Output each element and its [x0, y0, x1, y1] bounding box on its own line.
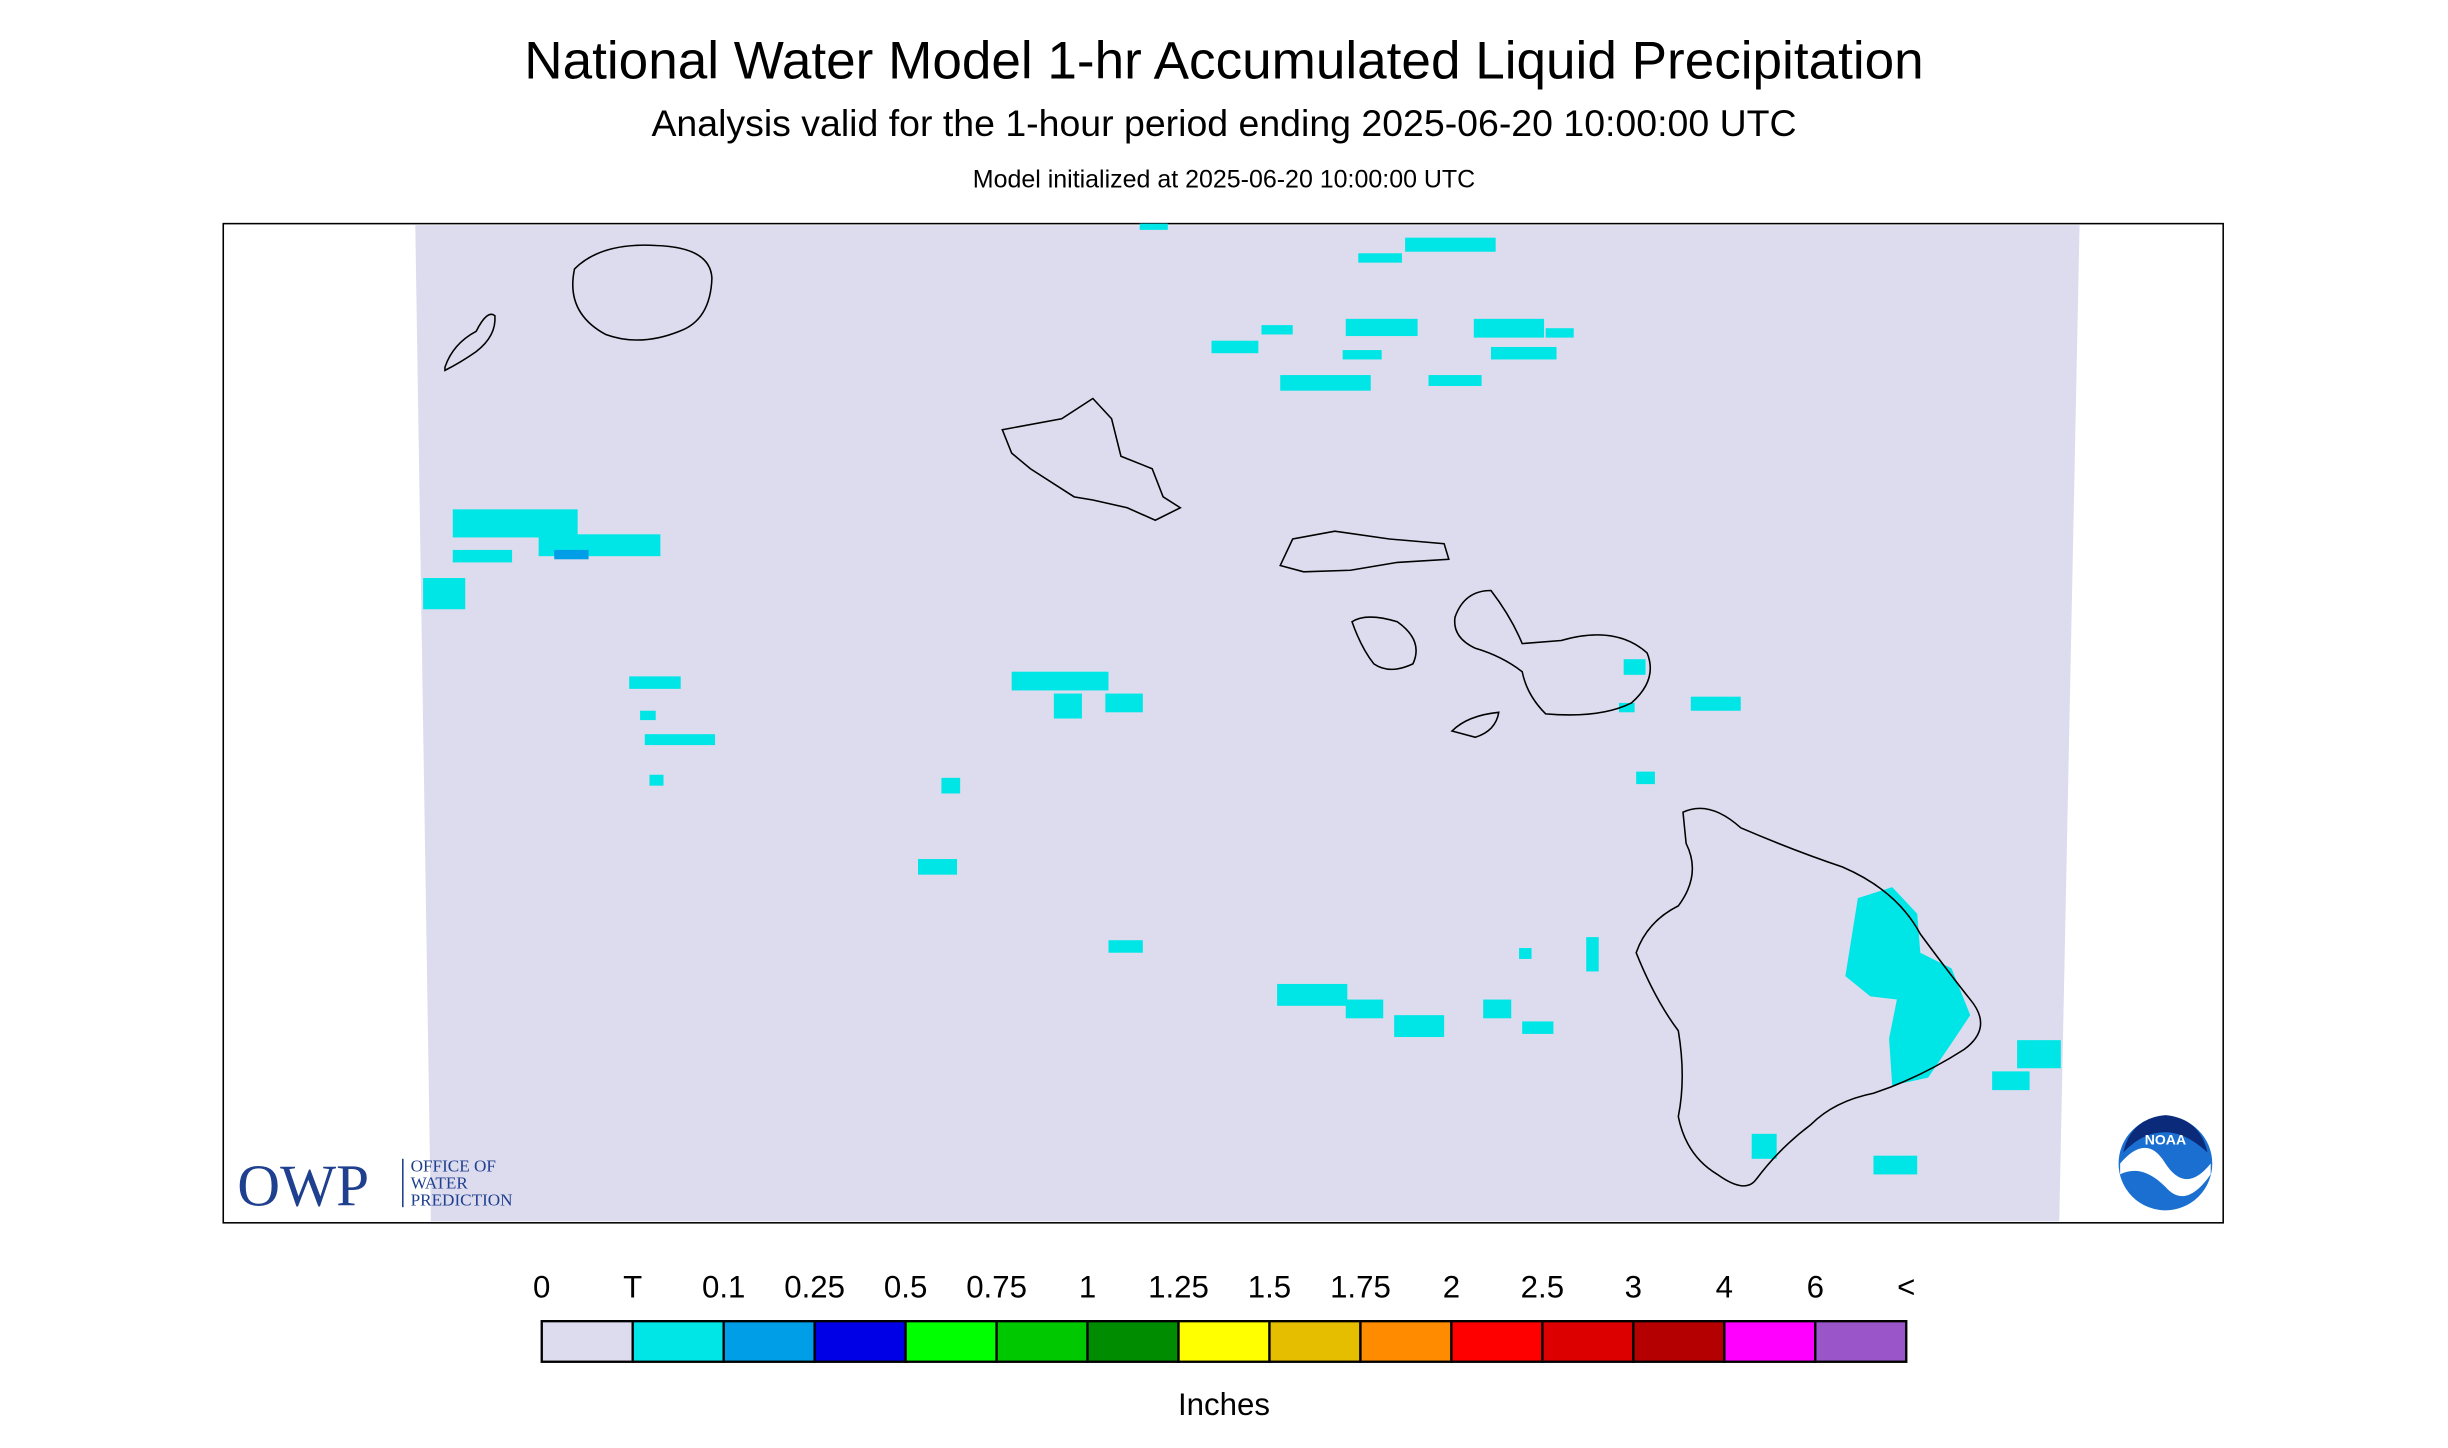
owp-mark: OWP — [237, 1153, 369, 1219]
noaa-top — [2123, 1115, 2208, 1153]
title: National Water Model 1-hr Accumulated Li… — [524, 31, 1923, 90]
legend-label: 3 — [1625, 1270, 1642, 1305]
legend-label: 0.25 — [784, 1270, 845, 1305]
legend-label: 1 — [1079, 1270, 1096, 1305]
legend-label: 0.1 — [702, 1270, 745, 1305]
legend-label: 1.5 — [1248, 1270, 1291, 1305]
legend-unit: Inches — [1178, 1387, 1270, 1422]
precip-areas — [423, 223, 2061, 1175]
legend-swatch — [631, 1319, 725, 1363]
owp-line: WATER — [411, 1173, 469, 1192]
legend-swatch — [1268, 1319, 1362, 1363]
legend-label: 1.25 — [1148, 1270, 1209, 1305]
legend-label: 0 — [533, 1270, 550, 1305]
legend-label: < — [1897, 1270, 1915, 1305]
legend-swatch — [1086, 1319, 1180, 1363]
legend-swatch — [1541, 1319, 1635, 1363]
owp-line: PREDICTION — [411, 1191, 513, 1210]
legend-swatch — [1723, 1319, 1817, 1363]
noaa-logo: NOAA — [2115, 1113, 2216, 1214]
legend-label: 6 — [1807, 1270, 1824, 1305]
legend-label: 0.75 — [966, 1270, 1027, 1305]
legend-swatch — [904, 1319, 998, 1363]
legend-swatch — [1177, 1319, 1271, 1363]
legend-label: T — [623, 1270, 642, 1305]
noaa-text: NOAA — [2145, 1132, 2186, 1148]
legend-swatch — [722, 1319, 816, 1363]
coastlines — [444, 244, 1982, 1187]
owp-logo: OWP OFFICE OF WATER PREDICTION — [237, 1153, 512, 1219]
legend-swatch — [995, 1319, 1089, 1363]
legend-label: 2 — [1443, 1270, 1460, 1305]
owp-line: OFFICE OF — [411, 1156, 496, 1175]
legend-swatch — [1359, 1319, 1453, 1363]
legend-swatch — [1632, 1319, 1726, 1363]
legend-swatch — [1814, 1319, 1908, 1363]
init-time: Model initialized at 2025-06-20 10:00:00… — [973, 166, 1475, 194]
noaa-bird — [2120, 1147, 2211, 1197]
legend-label: 4 — [1716, 1270, 1733, 1305]
legend-swatch — [1450, 1319, 1544, 1363]
legend: 0 T 0.1 0.25 0.5 0.75 1 1.25 1.5 1.75 2 2.5 3 4 6 < — [533, 1270, 1915, 1363]
legend-swatch — [813, 1319, 907, 1363]
legend-label: 2.5 — [1521, 1270, 1564, 1305]
model-domain — [415, 225, 2080, 1222]
legend-swatch — [540, 1319, 634, 1363]
legend-label: 0.5 — [884, 1270, 927, 1305]
subtitle: Analysis valid for the 1-hour period end… — [651, 102, 1796, 144]
legend-label: 1.75 — [1330, 1270, 1391, 1305]
